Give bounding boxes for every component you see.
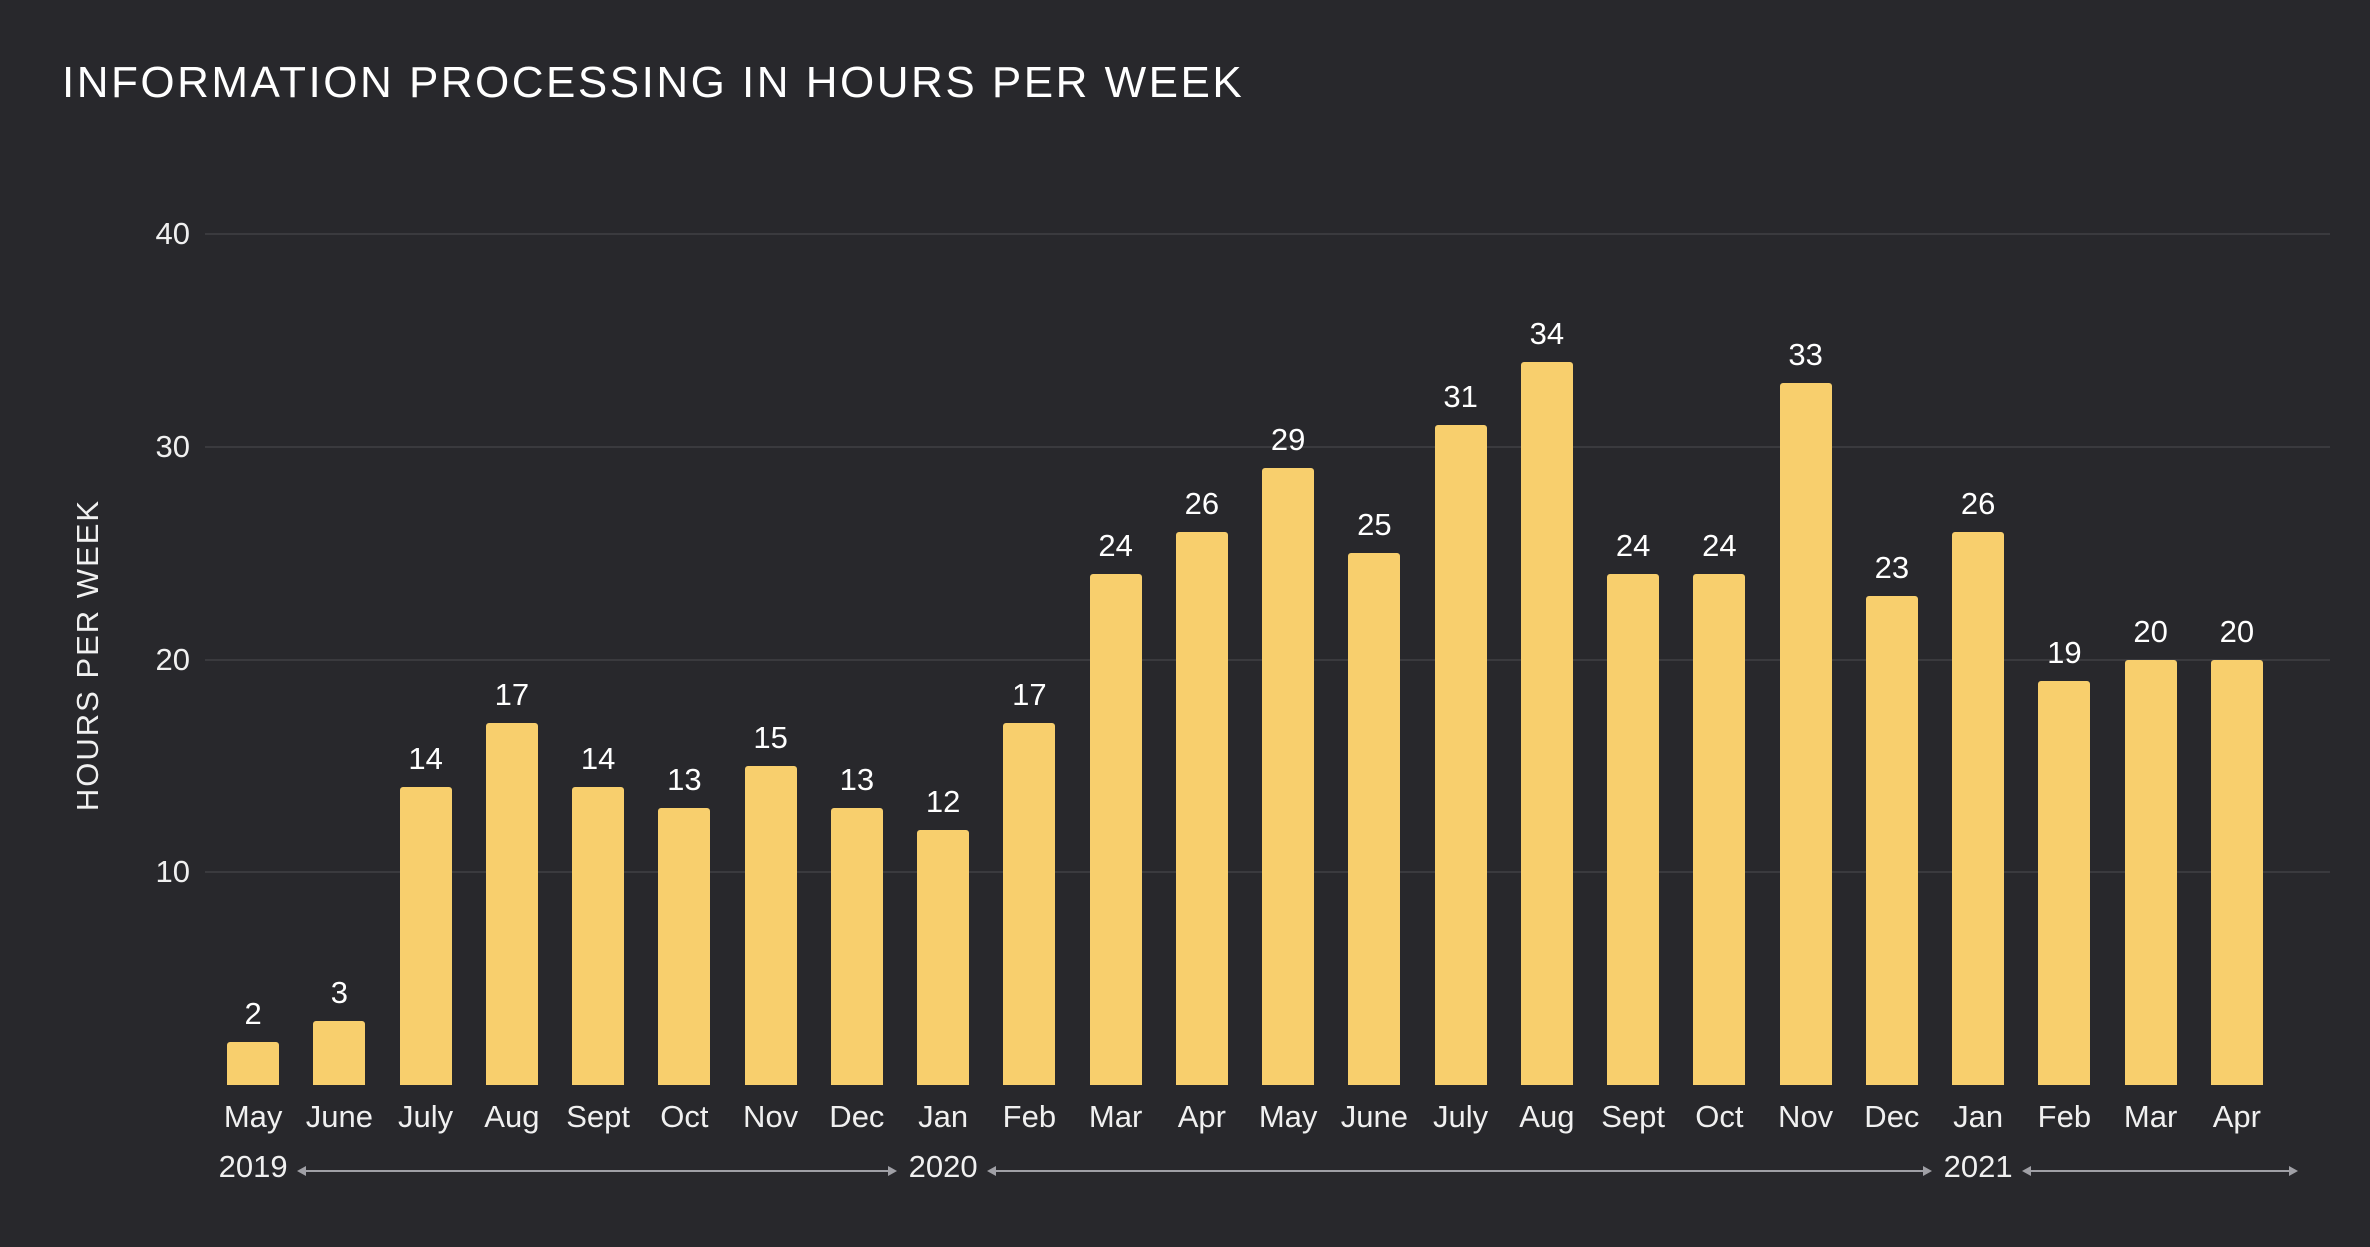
- x-tick-label: July: [1433, 1099, 1489, 1134]
- bar: [313, 1021, 366, 1085]
- gridline: [205, 445, 2330, 448]
- bar-value-label: 24: [1615, 528, 1651, 564]
- bar-value-label: 26: [1960, 485, 1996, 521]
- bar: [917, 829, 970, 1085]
- bar: [1952, 531, 2005, 1085]
- year-label: 2020: [908, 1149, 978, 1184]
- x-tick-label: Aug: [484, 1099, 540, 1134]
- bar-value-label: 26: [1184, 485, 1220, 521]
- x-tick-label: Feb: [1002, 1099, 1057, 1134]
- bar-value-label: 13: [839, 762, 875, 798]
- x-tick-label: Nov: [1778, 1099, 1834, 1134]
- bar: [485, 723, 538, 1085]
- bar: [658, 808, 711, 1085]
- bar-value-label: 20: [2219, 613, 2255, 649]
- bar: [1779, 382, 1832, 1085]
- bar-value-label: 17: [494, 677, 530, 713]
- bar-value-label: 15: [753, 719, 788, 755]
- x-tick-label: Apr: [2212, 1099, 2261, 1134]
- y-tick-label: 40: [155, 216, 190, 251]
- year-range-line: [297, 1166, 898, 1176]
- x-tick-label: Oct: [1695, 1099, 1744, 1134]
- bar: [1175, 531, 1228, 1085]
- x-tick-label: May: [1258, 1099, 1318, 1134]
- bar-value-label: 17: [1012, 677, 1047, 713]
- y-tick-label: 10: [155, 854, 190, 890]
- bar-value-label: 13: [667, 762, 702, 798]
- bar: [227, 1042, 280, 1085]
- year-label: 2021: [1943, 1149, 2013, 1184]
- arrowhead-left-icon: [297, 1166, 307, 1176]
- arrowhead-left-icon: [2022, 1166, 2032, 1176]
- x-tick-label: Dec: [829, 1099, 885, 1134]
- x-tick-label: Mar: [1088, 1099, 1143, 1134]
- x-tick-label: Feb: [2037, 1099, 2092, 1134]
- arrowhead-left-icon: [987, 1166, 997, 1176]
- bar: [1003, 723, 1056, 1085]
- chart-title: INFORMATION PROCESSING IN HOURS PER WEEK: [62, 58, 1245, 107]
- gridline: [205, 233, 2330, 235]
- bar-value-label: 31: [1443, 379, 1478, 415]
- bar: [1865, 595, 1918, 1085]
- bar: [830, 808, 883, 1085]
- y-tick-label: 30: [155, 428, 190, 464]
- bar-value-label: 25: [1357, 507, 1392, 543]
- arrowhead-right-icon: [2289, 1166, 2298, 1176]
- x-tick-label: Jan: [918, 1099, 969, 1134]
- bar: [2210, 659, 2263, 1085]
- bar: [1348, 553, 1401, 1085]
- y-tick-label: 20: [155, 641, 190, 677]
- year-range-line: [987, 1166, 1933, 1176]
- bar: [2038, 680, 2091, 1085]
- x-tick-label: May: [223, 1099, 283, 1134]
- bar-value-label: 14: [408, 741, 443, 777]
- x-tick-label: Jan: [1953, 1099, 2004, 1134]
- x-tick-label: Mar: [2123, 1099, 2178, 1134]
- bar-value-label: 19: [2047, 634, 2082, 670]
- x-tick-label: June: [1340, 1099, 1408, 1134]
- bar: [1607, 574, 1660, 1085]
- x-tick-label: Nov: [743, 1099, 799, 1134]
- bar-value-label: 24: [1098, 528, 1133, 564]
- x-tick-label: Sept: [1601, 1099, 1666, 1134]
- bar-value-label: 29: [1270, 422, 1306, 458]
- x-tick-label: June: [305, 1099, 373, 1134]
- bar-value-label: 33: [1788, 336, 1823, 372]
- x-tick-label: Sept: [566, 1099, 631, 1134]
- x-tick-label: July: [398, 1099, 454, 1134]
- bar: [1434, 425, 1487, 1085]
- x-tick-label: Aug: [1519, 1099, 1575, 1134]
- bar-value-label: 20: [2133, 613, 2168, 649]
- bar-value-label: 12: [925, 783, 961, 819]
- bar-value-label: 24: [1702, 528, 1737, 564]
- year-range-line: [2022, 1166, 2298, 1176]
- bar-value-label: 3: [330, 975, 348, 1011]
- bar-value-label: 2: [244, 996, 262, 1032]
- bar: [1520, 361, 1573, 1085]
- bar: [744, 765, 797, 1085]
- x-tick-label: Dec: [1864, 1099, 1920, 1134]
- bar: [1089, 574, 1142, 1085]
- bar: [399, 787, 452, 1085]
- bar-value-label: 23: [1874, 549, 1910, 585]
- bar: [1693, 574, 1746, 1085]
- bar-value-label: 34: [1529, 315, 1565, 351]
- bar-value-label: 14: [580, 741, 616, 777]
- bar: [572, 787, 625, 1085]
- year-label: 2019: [218, 1149, 288, 1184]
- x-tick-label: Oct: [660, 1099, 709, 1134]
- arrowhead-right-icon: [888, 1166, 898, 1176]
- arrowhead-right-icon: [1923, 1166, 1933, 1176]
- bar: [2124, 659, 2177, 1085]
- bar: [1262, 468, 1315, 1085]
- x-tick-label: Apr: [1177, 1099, 1226, 1134]
